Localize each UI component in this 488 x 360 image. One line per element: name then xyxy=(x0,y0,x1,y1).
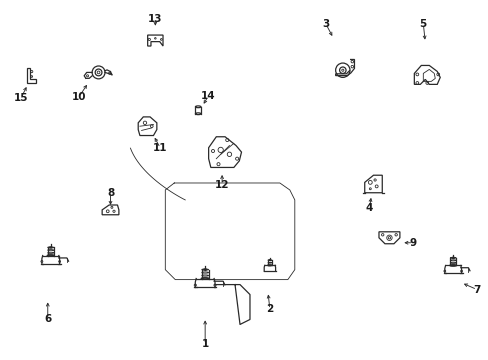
Text: 4: 4 xyxy=(365,203,372,213)
Text: 15: 15 xyxy=(14,93,28,103)
Text: 9: 9 xyxy=(409,238,416,248)
Text: 8: 8 xyxy=(107,188,114,198)
Text: 11: 11 xyxy=(153,143,167,153)
Text: 3: 3 xyxy=(322,19,328,28)
Text: 5: 5 xyxy=(419,19,426,28)
Text: 7: 7 xyxy=(472,284,480,294)
Text: 6: 6 xyxy=(44,314,51,324)
Text: 2: 2 xyxy=(266,305,273,315)
Text: 1: 1 xyxy=(201,339,208,349)
Text: 10: 10 xyxy=(71,92,86,102)
Text: 13: 13 xyxy=(148,14,163,24)
Text: 14: 14 xyxy=(201,91,215,101)
Text: 12: 12 xyxy=(214,180,229,190)
